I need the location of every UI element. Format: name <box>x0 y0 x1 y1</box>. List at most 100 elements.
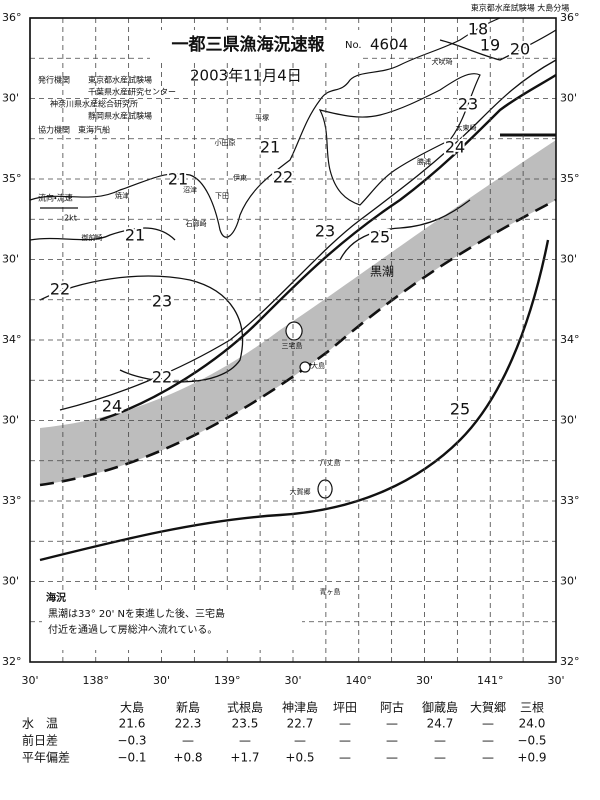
number-prefix: No. <box>345 40 362 51</box>
place-label: 太東崎 <box>456 123 477 132</box>
table-cell: — <box>434 734 446 748</box>
legend-label: 流向・流速 <box>38 193 73 203</box>
table-header: 坪田 <box>333 701 357 715</box>
table-header: 大島 <box>120 700 144 715</box>
kuroshio-band <box>40 140 556 485</box>
table-cell: — <box>434 751 446 765</box>
notes-box <box>42 590 302 650</box>
isotherm-label: 23 <box>152 292 172 311</box>
table-cell: — <box>239 734 251 748</box>
place-label: 大島 <box>311 361 325 370</box>
isotherm <box>99 73 557 422</box>
place-label: 三宅島 <box>282 341 303 350</box>
place-label: 大賀郷 <box>290 487 311 496</box>
lat-label: 30' <box>560 575 577 588</box>
isotherm-label: 23 <box>315 222 335 241</box>
lon-label: 30' <box>284 674 301 687</box>
kuroshio-edge <box>39 198 557 487</box>
lat-label: 36° <box>2 11 22 24</box>
table-header: 新島 <box>176 700 200 715</box>
place-label: 石廊崎 <box>186 219 207 228</box>
table-cell: 22.3 <box>175 717 202 731</box>
table-cell: 21.6 <box>119 717 146 731</box>
office-label: 東京都水産試験場 大島分場 <box>471 3 570 13</box>
isotherm-label: 22 <box>273 168 293 187</box>
report-number: 4604 <box>370 36 408 54</box>
notes-line: 付近を通過して房総沖へ流れている。 <box>48 623 217 636</box>
place-label: 勝浦 <box>417 157 431 166</box>
place-label: 下田 <box>215 192 229 200</box>
lat-label: 30' <box>2 92 19 105</box>
table-cell: +0.9 <box>517 751 546 765</box>
place-label: 御前崎 <box>82 233 103 242</box>
table-cell: — <box>386 734 398 748</box>
oshima-island <box>285 321 303 341</box>
row-label: 平年偏差 <box>22 751 70 765</box>
table-header: 神津島 <box>282 700 318 715</box>
lat-label: 35° <box>560 172 580 185</box>
isotherm <box>39 239 550 562</box>
current-label: 黒潮 <box>370 264 394 279</box>
title-box <box>150 30 360 60</box>
place-label: 平塚 <box>255 113 269 122</box>
lat-label: 30' <box>2 414 19 427</box>
hachijo-island <box>317 479 333 499</box>
isotherm-label: 19 <box>480 36 500 55</box>
row-label: 前日差 <box>22 733 58 748</box>
isotherm <box>39 275 244 383</box>
frame-layer <box>29 17 557 663</box>
izu-coast <box>29 227 176 241</box>
lon-label: 141° <box>477 674 504 687</box>
table-cell: — <box>482 717 494 731</box>
isotherm-label: 23 <box>458 95 478 114</box>
map-frame <box>29 17 557 663</box>
isotherm-label: 18 <box>468 20 488 39</box>
lat-label: 32° <box>2 655 22 668</box>
table-cell: — <box>386 751 398 765</box>
table-header: 式根島 <box>227 700 263 715</box>
isotherm-label: 21 <box>168 170 188 189</box>
table-cell: — <box>386 717 398 731</box>
lat-label: 34° <box>2 333 22 346</box>
lon-label: 140° <box>346 674 373 687</box>
lat-label: 33° <box>2 494 22 507</box>
lon-label: 30' <box>416 674 433 687</box>
boso-peninsula <box>318 73 481 206</box>
notes-heading: 海況 <box>46 591 66 604</box>
table-cell: — <box>482 734 494 748</box>
miyake-island <box>299 361 311 373</box>
title: 一都三県漁海況速報 <box>172 34 326 55</box>
place-label: 八丈島 <box>320 458 341 467</box>
issuer: 神奈川県水産総合研究所 <box>50 99 138 109</box>
table-cell: — <box>482 751 494 765</box>
table-cell: +0.8 <box>173 751 202 765</box>
isotherm-label: 25 <box>370 228 390 247</box>
table-cell: — <box>339 717 351 731</box>
isotherm-label: 20 <box>510 40 530 59</box>
table-header: 阿古 <box>380 700 404 715</box>
cooperation: 協力機関 東海汽船 <box>38 125 110 135</box>
place-label: 焼津 <box>115 191 129 200</box>
place-label: 青ヶ島 <box>320 587 341 596</box>
table-cell: 24.0 <box>519 717 546 731</box>
map <box>29 17 557 562</box>
lat-label: 30' <box>2 253 19 266</box>
table-cell: — <box>294 734 306 748</box>
table-cell: — <box>339 751 351 765</box>
notes-line: 黒潮は33° 20' Nを東進した後、三宅島 <box>48 607 225 620</box>
row-label: 水 温 <box>22 717 58 731</box>
isotherm-label: 24 <box>102 397 122 416</box>
isotherm-label: 21 <box>125 226 145 245</box>
place-label: 小田原 <box>215 138 236 147</box>
table-cell: −0.1 <box>117 751 146 765</box>
issuer: 東京都水産試験場 <box>88 75 152 85</box>
lat-label: 33° <box>560 494 580 507</box>
table-cell: — <box>339 734 351 748</box>
table-cell: 22.7 <box>287 717 314 731</box>
lat-label: 35° <box>2 172 22 185</box>
isotherm-label: 21 <box>260 138 280 157</box>
table-cell: +0.5 <box>285 751 314 765</box>
table-header: 大賀郷 <box>470 701 506 715</box>
table-cell: +1.7 <box>230 751 259 765</box>
isotherm-label: 22 <box>152 368 172 387</box>
